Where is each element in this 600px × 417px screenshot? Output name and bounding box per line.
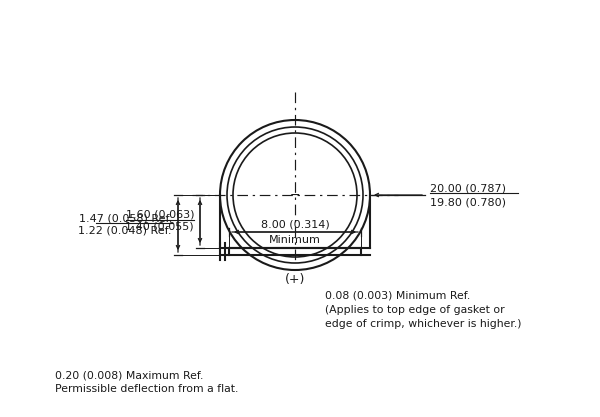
Text: (+): (+) <box>285 273 305 286</box>
Text: 1.40 (0.055): 1.40 (0.055) <box>125 221 194 231</box>
Text: −: − <box>290 188 300 201</box>
Text: edge of crimp, whichever is higher.): edge of crimp, whichever is higher.) <box>325 319 521 329</box>
Text: (Applies to top edge of gasket or: (Applies to top edge of gasket or <box>325 305 505 315</box>
Text: 0.20 (0.008) Maximum Ref.: 0.20 (0.008) Maximum Ref. <box>55 370 203 380</box>
Text: 1.22 (0.048) Ref.: 1.22 (0.048) Ref. <box>79 225 172 235</box>
Text: Permissible deflection from a flat.: Permissible deflection from a flat. <box>55 384 238 394</box>
Text: 0.08 (0.003) Minimum Ref.: 0.08 (0.003) Minimum Ref. <box>325 291 470 301</box>
Text: 8.00 (0.314): 8.00 (0.314) <box>260 219 329 229</box>
Text: Minimum: Minimum <box>269 235 321 245</box>
Text: 19.80 (0.780): 19.80 (0.780) <box>430 197 506 207</box>
Text: 1.60 (0.063): 1.60 (0.063) <box>125 209 194 219</box>
Text: 1.47 (0.058) Ref.: 1.47 (0.058) Ref. <box>79 213 172 223</box>
Text: 20.00 (0.787): 20.00 (0.787) <box>430 183 506 193</box>
